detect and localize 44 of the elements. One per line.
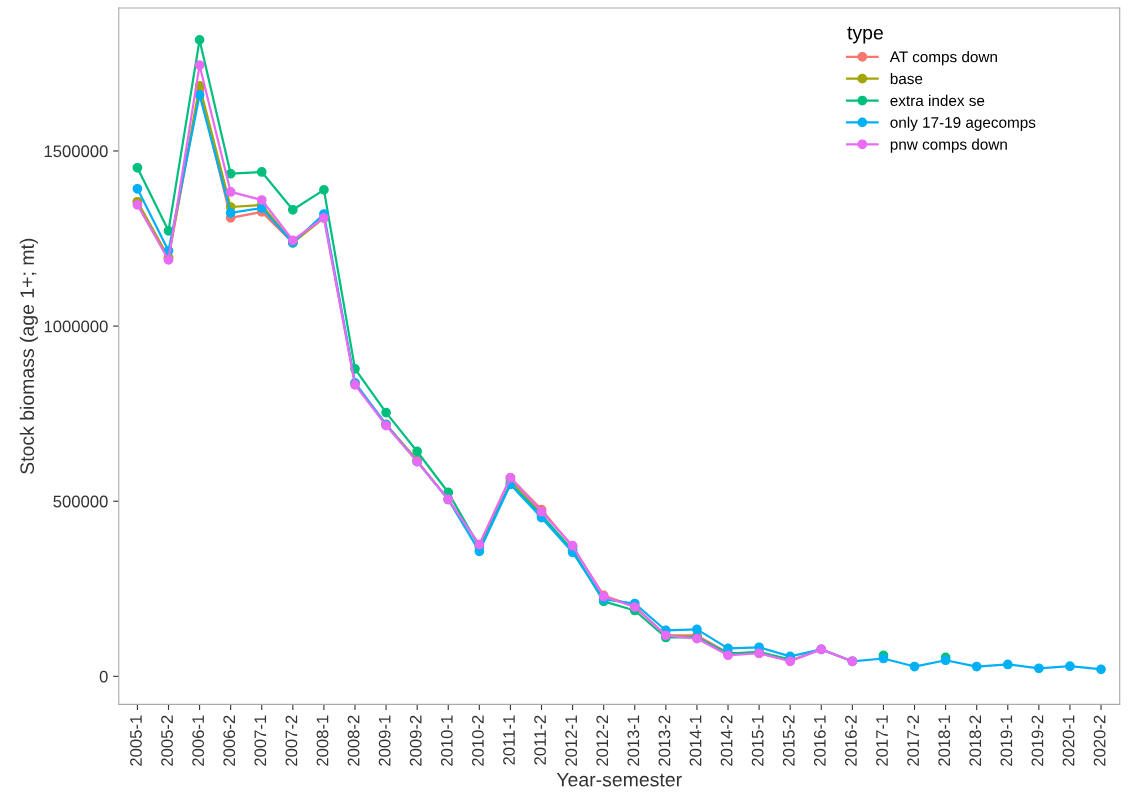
x-tick-label: 2005-2 bbox=[161, 715, 173, 766]
x-tick-label: 2016-2 bbox=[845, 715, 857, 766]
x-tick-label: 2020-1 bbox=[1062, 715, 1075, 766]
x-tick-label: 2018-2 bbox=[969, 715, 982, 766]
x-tick-label: 2008-1 bbox=[316, 715, 329, 766]
x-axis-title: Year-semester bbox=[556, 772, 682, 787]
legend-label: only 17-19 agecomps bbox=[890, 116, 1036, 131]
x-tick-label: 2011-1 bbox=[503, 715, 515, 765]
x-tick-label: 2013-1 bbox=[627, 715, 640, 766]
y-axis-title: Stock biomass (age 1+; mt) bbox=[19, 238, 38, 474]
x-tick-label: 2019-2 bbox=[1031, 715, 1044, 766]
x-tick-label: 2015-2 bbox=[782, 715, 795, 766]
x-tick-label: 2011-2 bbox=[534, 715, 546, 765]
x-tick-label: 2009-1 bbox=[378, 715, 391, 766]
y-tick-label: 500000 bbox=[53, 495, 108, 508]
legend-label: base bbox=[890, 72, 923, 85]
x-tick-label: 2012-1 bbox=[565, 715, 578, 766]
legend-label: pnw comps down bbox=[890, 138, 1007, 153]
x-tick-label: 2007-2 bbox=[285, 715, 298, 766]
y-tick-label: 1000000 bbox=[44, 320, 108, 333]
x-tick-label: 2014-2 bbox=[720, 715, 733, 766]
y-tick-label: 0 bbox=[99, 670, 108, 683]
x-tick-label: 2010-2 bbox=[472, 715, 484, 766]
x-tick-label: 2012-2 bbox=[596, 715, 609, 766]
legend-label: AT comps down bbox=[889, 51, 997, 66]
legend-title: type bbox=[847, 26, 883, 44]
x-tick-label: 2006-2 bbox=[223, 715, 236, 766]
x-tick-label: 2018-1 bbox=[938, 715, 951, 766]
x-tick-label: 2006-1 bbox=[192, 715, 205, 766]
x-tick-label: 2013-2 bbox=[658, 715, 671, 766]
x-tick-label: 2005-1 bbox=[130, 715, 142, 766]
x-tick-label: 2015-1 bbox=[751, 715, 764, 766]
y-tick-label: 1500000 bbox=[44, 145, 108, 158]
x-tick-label: 2014-1 bbox=[689, 715, 702, 766]
x-tick-label: 2007-1 bbox=[254, 715, 267, 766]
x-tick-label: 2016-1 bbox=[813, 715, 826, 766]
x-tick-label: 2008-2 bbox=[347, 715, 360, 766]
x-tick-label: 2009-2 bbox=[409, 715, 422, 766]
x-tick-label: 2020-2 bbox=[1093, 715, 1106, 766]
x-tick-label: 2010-1 bbox=[440, 715, 453, 766]
x-tick-label: 2017-2 bbox=[907, 715, 919, 766]
x-tick-label: 2019-1 bbox=[1000, 715, 1013, 766]
x-tick-label: 2017-1 bbox=[876, 715, 888, 766]
legend-label: extra index se bbox=[890, 94, 985, 107]
